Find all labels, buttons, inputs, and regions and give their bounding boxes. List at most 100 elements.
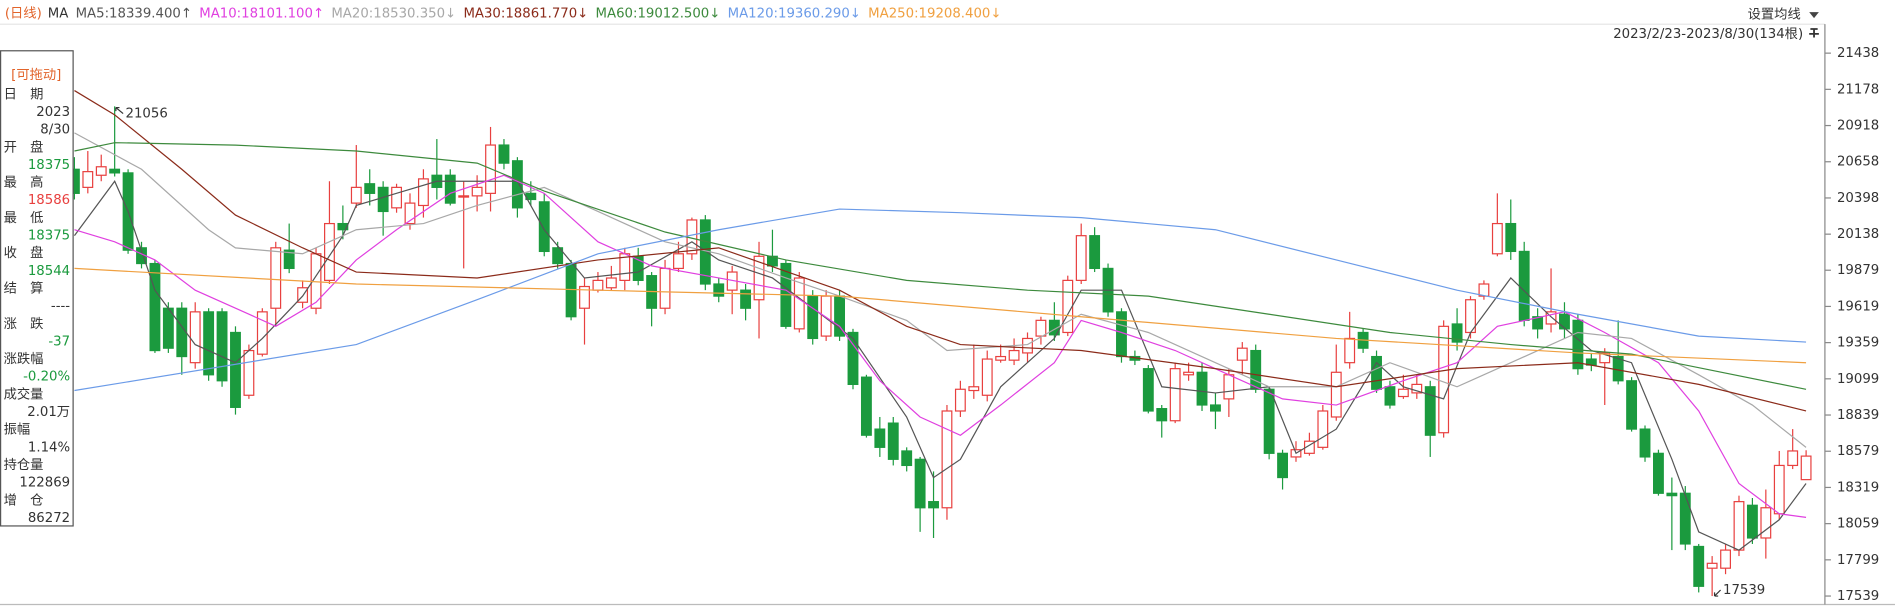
info-label: 成交量 bbox=[4, 385, 44, 402]
pin-icon[interactable] bbox=[1809, 28, 1819, 38]
candle-body bbox=[1384, 386, 1396, 406]
candle-body bbox=[1679, 492, 1691, 545]
candle-body bbox=[1183, 371, 1195, 376]
legend-item: MA30:18861.770↓ bbox=[463, 6, 588, 21]
dropdown-arrow[interactable] bbox=[1809, 12, 1819, 19]
legend-item: MA5:18339.400↑ bbox=[76, 6, 192, 21]
candle-body bbox=[753, 255, 765, 301]
plot-area: 21056 17539 bbox=[68, 90, 1812, 598]
info-value: ---- bbox=[51, 299, 70, 314]
candle-body bbox=[1075, 235, 1087, 281]
candle-body bbox=[1196, 371, 1208, 406]
info-value: -0.20% bbox=[23, 370, 70, 385]
min-arrow bbox=[1713, 589, 1722, 597]
legend-item: MA bbox=[48, 6, 69, 21]
y-tick-label: 19359 bbox=[1837, 336, 1879, 351]
candle-body bbox=[391, 186, 403, 209]
y-tick-label: 19879 bbox=[1837, 263, 1879, 278]
candle-body bbox=[1746, 504, 1758, 539]
info-value: 122869 bbox=[19, 476, 70, 491]
candle-body bbox=[444, 174, 456, 204]
candle-body bbox=[109, 168, 121, 174]
legend-item: MA250:19208.400↓ bbox=[868, 6, 1001, 21]
info-value: -37 bbox=[48, 334, 70, 349]
candle-body bbox=[95, 166, 107, 176]
candle-body bbox=[981, 358, 993, 396]
candle-body bbox=[538, 201, 550, 253]
candle-body bbox=[1424, 386, 1436, 436]
candle-body bbox=[1303, 440, 1315, 454]
info-value: 2023 bbox=[36, 105, 70, 120]
candle-body bbox=[1491, 222, 1503, 255]
candle-body bbox=[1223, 374, 1235, 400]
y-tick-label: 20398 bbox=[1837, 191, 1879, 206]
candle-body bbox=[498, 144, 510, 164]
info-value: 1.14% bbox=[28, 440, 70, 455]
info-value: 18586 bbox=[28, 193, 70, 208]
candle-body bbox=[1800, 455, 1812, 481]
candle-body bbox=[1048, 319, 1060, 336]
y-tick-label: 17799 bbox=[1837, 553, 1879, 568]
info-label: 日 期 bbox=[4, 86, 44, 102]
candle-body bbox=[337, 222, 349, 231]
legend-item: MA20:18530.350↓ bbox=[331, 6, 456, 21]
candle-body bbox=[941, 410, 953, 509]
info-value: 2.01万 bbox=[27, 405, 70, 420]
candle-body bbox=[995, 355, 1007, 361]
y-tick-label: 17539 bbox=[1837, 589, 1879, 604]
ma-settings[interactable]: 设置均线 bbox=[1748, 7, 1801, 23]
y-tick-label: 18059 bbox=[1837, 517, 1879, 532]
candle-body bbox=[1639, 428, 1651, 458]
candle-body bbox=[82, 171, 94, 188]
legend-item: MA60:19012.500↓ bbox=[596, 6, 721, 21]
candle-body bbox=[1451, 323, 1463, 343]
candle-body bbox=[1062, 279, 1074, 334]
candle-body bbox=[1532, 316, 1544, 330]
candle-body bbox=[968, 386, 980, 392]
drag-hint[interactable]: [可拖动] bbox=[11, 67, 61, 83]
candle-body bbox=[1008, 349, 1020, 361]
candle-body bbox=[297, 287, 309, 303]
candle-body bbox=[605, 277, 617, 289]
candle-body bbox=[1263, 388, 1275, 454]
candle-body bbox=[417, 178, 429, 207]
info-label: 收 盘 bbox=[4, 244, 44, 261]
ma-line bbox=[74, 90, 1807, 412]
candle-body bbox=[1626, 380, 1638, 430]
candle-body bbox=[1210, 404, 1221, 412]
candle-body bbox=[270, 247, 282, 309]
y-tick-label: 19619 bbox=[1837, 299, 1879, 314]
candle-body bbox=[458, 195, 470, 198]
legend-item: MA120:19360.290↓ bbox=[728, 6, 861, 21]
info-panel-box bbox=[0, 50, 74, 527]
candle-body bbox=[928, 501, 939, 509]
candle-body bbox=[1411, 383, 1423, 394]
candle-body bbox=[1773, 464, 1785, 515]
ma-line bbox=[74, 174, 1807, 518]
candle-body bbox=[673, 253, 684, 270]
candle-body bbox=[1438, 325, 1450, 434]
ma-line bbox=[74, 208, 1807, 392]
ma-line bbox=[73, 180, 1807, 551]
info-label: 涨 跌 bbox=[4, 316, 44, 332]
y-tick-label: 20918 bbox=[1837, 119, 1879, 134]
candle-body bbox=[1545, 311, 1557, 325]
y-tick-label: 19099 bbox=[1837, 372, 1879, 387]
info-label: 开 盘 bbox=[4, 138, 44, 155]
legend-item: MA10:18101.100↑ bbox=[199, 6, 324, 21]
candle-body bbox=[377, 186, 389, 213]
candle-body bbox=[364, 183, 376, 194]
ma-line bbox=[74, 142, 1807, 390]
candle-body bbox=[887, 422, 899, 460]
candle-body bbox=[659, 267, 671, 309]
y-tick-label: 20138 bbox=[1837, 227, 1879, 242]
candle-body bbox=[914, 458, 926, 509]
info-label: 涨跌幅 bbox=[4, 351, 44, 367]
candle-body bbox=[350, 186, 362, 204]
candle-body bbox=[1250, 349, 1262, 390]
y-tick-label: 18839 bbox=[1837, 408, 1879, 423]
candle-body bbox=[1022, 337, 1033, 354]
info-label: 最 低 bbox=[4, 210, 44, 226]
